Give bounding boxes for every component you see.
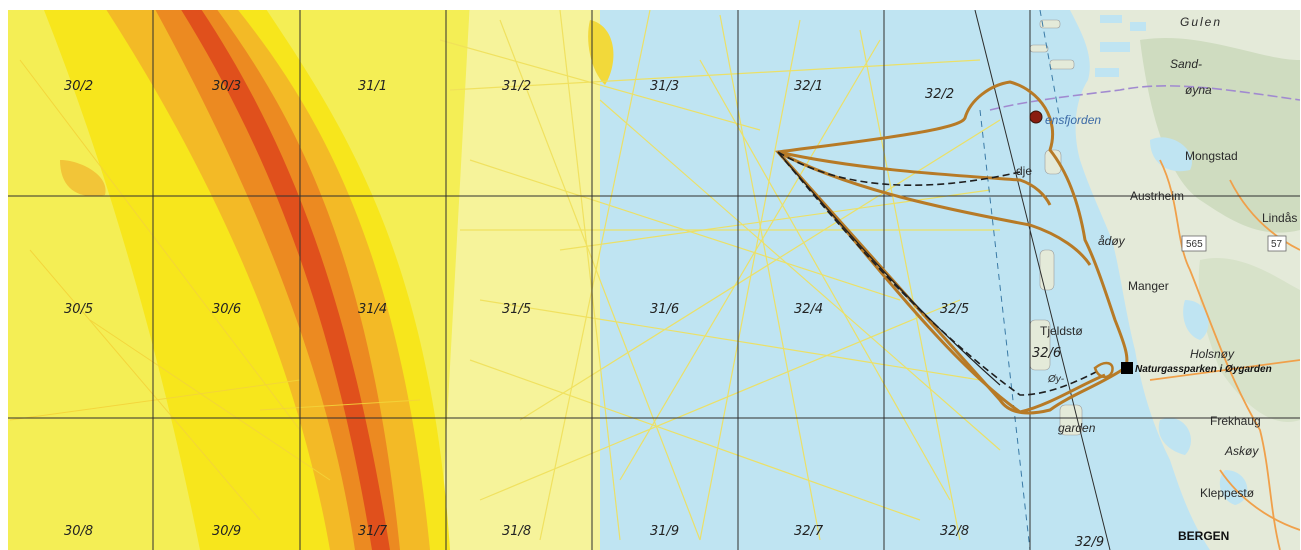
- territorial-boundary-line-north: [1039, 10, 1061, 121]
- route-layer: [774, 80, 1129, 415]
- block-label: 32/6: [1032, 346, 1061, 361]
- traffic-density-layer: [8, 10, 1001, 550]
- block-label: 32/2: [925, 87, 954, 102]
- place-label-lindas: Lindås: [1262, 211, 1297, 225]
- route-fedje: [777, 150, 1052, 206]
- place-label-oy: Øy-: [1047, 374, 1065, 385]
- land-area: [989, 10, 1300, 550]
- block-label: 31/3: [650, 79, 679, 94]
- place-label-fensfjorden: ensfjorden: [1045, 113, 1101, 127]
- route-dashed-south: [777, 151, 1101, 396]
- baseline-line: [974, 10, 1111, 550]
- road-label-57: 57: [1271, 239, 1283, 250]
- block-label: 30/2: [64, 79, 93, 94]
- block-label: 32/7: [794, 524, 824, 539]
- place-label-fedje: dje: [1016, 164, 1032, 178]
- road-shield-565: [1181, 235, 1207, 252]
- block-label: 30/3: [212, 79, 241, 94]
- place-label-tjeldsto: Tjeldstø: [1040, 324, 1083, 338]
- place-label-oyna: øyna: [1185, 83, 1212, 97]
- place-label-manger: Manger: [1128, 279, 1169, 293]
- block-label: 31/7: [358, 524, 388, 539]
- block-label: 31/6: [650, 302, 679, 317]
- place-label-holsnoy: Holsnøy: [1190, 347, 1235, 361]
- block-labels: 30/2 30/3 31/1 31/2 31/3 32/1 32/2 30/5 …: [64, 79, 1104, 550]
- block-label: 32/8: [940, 524, 969, 539]
- place-label-kleppesto: Kleppestø: [1200, 486, 1255, 500]
- block-label: 31/5: [502, 302, 531, 317]
- place-label-mongstad: Mongstad: [1185, 149, 1238, 163]
- place-label-gulen: Gulen: [1180, 15, 1222, 29]
- facility-square-icon[interactable]: [1121, 362, 1133, 374]
- place-label-askoy: Askøy: [1224, 444, 1259, 458]
- place-label-radoy: ådøy: [1098, 234, 1126, 248]
- road-shield-57: [1267, 235, 1287, 252]
- block-label: 30/6: [212, 302, 241, 317]
- route-dashed-north: [777, 151, 1021, 186]
- road-shields: 565 57: [1181, 235, 1287, 252]
- block-label: 31/1: [358, 79, 387, 94]
- terminal-point-icon[interactable]: [1029, 110, 1043, 124]
- block-label: 32/9: [1075, 535, 1104, 550]
- place-label-sand: Sand-: [1170, 57, 1202, 71]
- facility-label: Naturgassparken i Øygarden: [1135, 364, 1272, 375]
- route-north-loop: [774, 80, 1129, 415]
- block-label: 32/5: [940, 302, 969, 317]
- block-label: 31/2: [502, 79, 531, 94]
- road-label-565: 565: [1186, 239, 1203, 250]
- block-label: 31/9: [650, 524, 679, 539]
- block-label: 32/4: [794, 302, 823, 317]
- place-label-bergen: BERGEN: [1178, 529, 1229, 543]
- place-label-frekhaug: Frekhaug: [1210, 414, 1261, 428]
- place-label-austrheim: Austrheim: [1130, 189, 1184, 203]
- block-label: 30/9: [212, 524, 241, 539]
- block-label: 32/1: [794, 79, 823, 94]
- place-labels: Gulen Sand- øyna ensfjorden Mongstad Aus…: [1016, 15, 1297, 543]
- place-label-garden: garden: [1058, 421, 1096, 435]
- block-label: 30/8: [64, 524, 93, 539]
- block-label: 30/5: [64, 302, 93, 317]
- block-label: 31/8: [502, 524, 531, 539]
- territorial-boundary-line: [979, 109, 1031, 550]
- block-label: 31/4: [358, 302, 387, 317]
- route-solid-black: [777, 151, 1001, 386]
